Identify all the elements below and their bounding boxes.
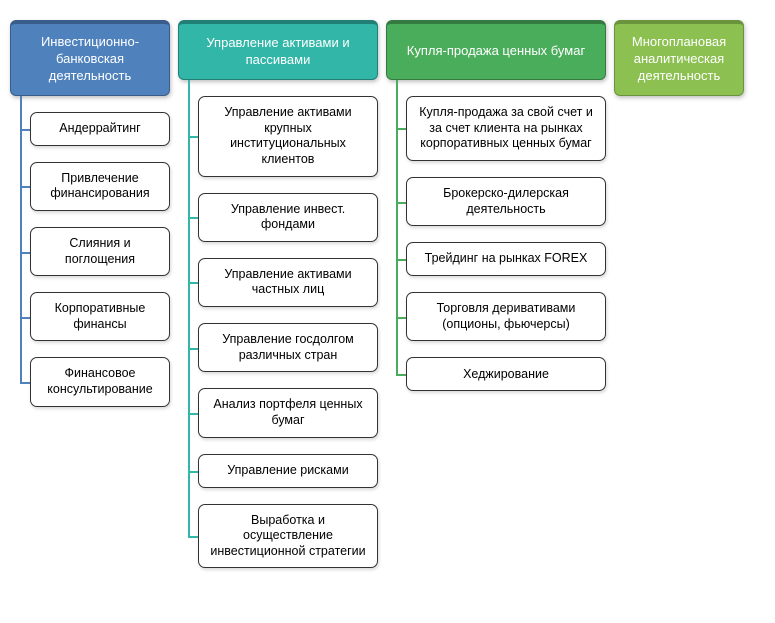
item-box: Управление рисками <box>198 454 378 488</box>
item-box: Анализ портфеля ценных бумаг <box>198 388 378 437</box>
item-row: Торговля деривативами (опционы, фьючерсы… <box>406 292 606 341</box>
item-row: Управление активами частных лиц <box>198 258 378 307</box>
column-analytical: Многоплановая аналитическая деятельность <box>614 20 744 96</box>
column-header-asset-liability-mgmt: Управление активами и пассивами <box>178 20 378 80</box>
item-row: Управление активами крупных институциона… <box>198 96 378 177</box>
item-box: Слияния и поглощения <box>30 227 170 276</box>
item-box: Купля-продажа за свой счет и за счет кли… <box>406 96 606 161</box>
item-box: Финансовое консультирование <box>30 357 170 406</box>
column-header-analytical: Многоплановая аналитическая деятельность <box>614 20 744 96</box>
column-asset-liability-mgmt: Управление активами и пассивами Управлени… <box>178 20 378 568</box>
item-row: Хеджирование <box>406 357 606 391</box>
item-list: Купля-продажа за свой счет и за счет кли… <box>386 80 606 391</box>
item-row: Андеррайтинг <box>30 112 170 146</box>
item-box: Хеджирование <box>406 357 606 391</box>
item-box: Управление активами частных лиц <box>198 258 378 307</box>
item-box: Управление активами крупных институциона… <box>198 96 378 177</box>
item-row: Брокерско-дилерская деятельность <box>406 177 606 226</box>
item-row: Купля-продажа за свой счет и за счет кли… <box>406 96 606 161</box>
connector-vertical <box>396 80 398 374</box>
item-row: Управление госдолгом различных стран <box>198 323 378 372</box>
connector-vertical <box>188 80 190 536</box>
item-row: Слияния и поглощения <box>30 227 170 276</box>
item-row: Финансовое консультирование <box>30 357 170 406</box>
column-header-securities-trading: Купля-продажа ценных бумаг <box>386 20 606 80</box>
item-box: Трейдинг на рынках FOREX <box>406 242 606 276</box>
item-box: Андеррайтинг <box>30 112 170 146</box>
connector-vertical <box>20 96 22 382</box>
item-box: Управление госдолгом различных стран <box>198 323 378 372</box>
column-header-investment-banking: Инвестиционно-банковская деятельность <box>10 20 170 96</box>
item-row: Привлечение финансирования <box>30 162 170 211</box>
item-row: Трейдинг на рынках FOREX <box>406 242 606 276</box>
item-box: Брокерско-дилерская деятельность <box>406 177 606 226</box>
column-investment-banking: Инвестиционно-банковская деятельностьАнд… <box>10 20 170 407</box>
item-box: Привлечение финансирования <box>30 162 170 211</box>
item-list: Андеррайтинг Привлечение финансирования Сл… <box>10 96 170 407</box>
item-list: Управление активами крупных институциона… <box>178 80 378 568</box>
item-box: Управление инвест. фондами <box>198 193 378 242</box>
item-row: Управление рисками <box>198 454 378 488</box>
org-diagram: Инвестиционно-банковская деятельностьАнд… <box>10 20 765 568</box>
item-box: Торговля деривативами (опционы, фьючерсы… <box>406 292 606 341</box>
item-box: Корпоративные финансы <box>30 292 170 341</box>
item-row: Управление инвест. фондами <box>198 193 378 242</box>
item-row: Корпоративные финансы <box>30 292 170 341</box>
item-box: Выработка и осуществление инвестиционной… <box>198 504 378 569</box>
column-securities-trading: Купля-продажа ценных бумаг Купля-продажа … <box>386 20 606 391</box>
item-row: Анализ портфеля ценных бумаг <box>198 388 378 437</box>
item-row: Выработка и осуществление инвестиционной… <box>198 504 378 569</box>
